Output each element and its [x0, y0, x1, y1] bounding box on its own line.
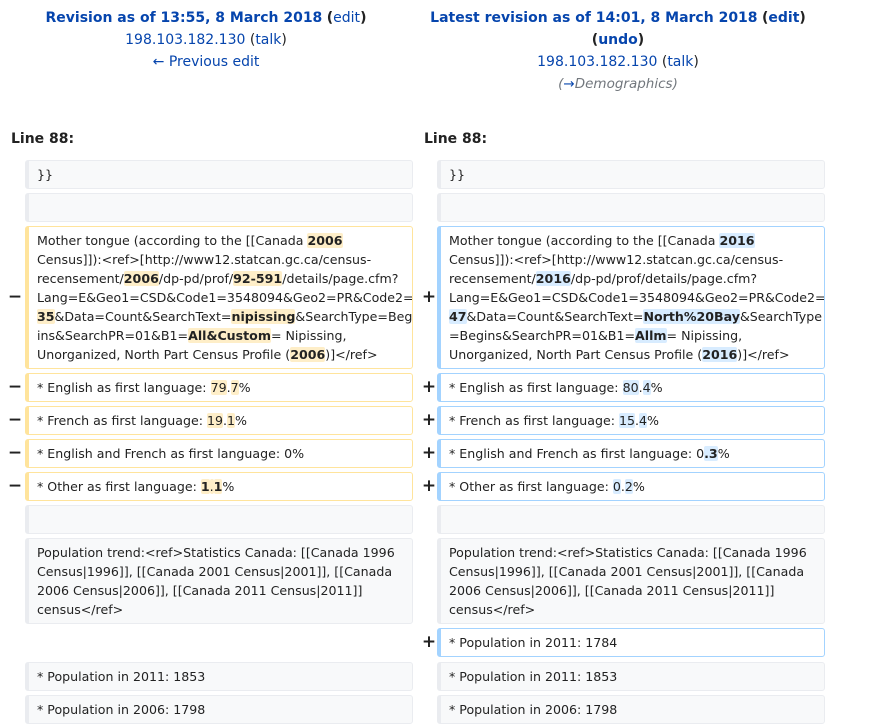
edit-summary-section: Demographics	[574, 76, 673, 92]
added-line-marker: +	[421, 476, 437, 496]
added-line-french: * French as first language: 15.4%	[437, 406, 825, 435]
added-line-english: * English as first language: 80.4%	[437, 373, 825, 402]
added-line-marker: +	[421, 443, 437, 463]
added-line-marker: +	[421, 410, 437, 430]
section-arrow-link[interactable]: →	[563, 76, 575, 92]
deleted-line-english: * English as first language: 79.7%	[25, 373, 413, 402]
context-empty-left	[25, 505, 413, 534]
left-line-label: Line 88:	[11, 131, 75, 147]
context-population-2006-left: * Population in 2006: 1798	[25, 695, 413, 724]
deleted-line-mother-tongue: Mother tongue (according to the [[Canada…	[25, 226, 413, 369]
previous-edit-link[interactable]: ← Previous edit	[152, 54, 260, 70]
added-line-mother-tongue: Mother tongue (according to the [[Canada…	[437, 226, 825, 369]
added-line-marker: +	[421, 632, 437, 652]
deleted-line-other: * Other as first language: 1.1%	[25, 472, 413, 501]
context-empty-right	[437, 193, 825, 222]
deleted-line-marker: −	[7, 377, 23, 397]
left-revision-header: Revision as of 13:55, 8 March 2018 (edit…	[45, 10, 367, 70]
context-population-2011-right: * Population in 2011: 1853	[437, 662, 825, 691]
context-empty-left	[25, 193, 413, 222]
added-line-other: * Other as first language: 0.2%	[437, 472, 825, 501]
added-line-marker: +	[421, 377, 437, 397]
context-population-trend-right: Population trend:<ref>Statistics Canada:…	[437, 538, 825, 624]
left-edit-link[interactable]: edit	[333, 10, 361, 26]
edit-summary: (→Demographics)	[558, 76, 678, 92]
right-talk-link[interactable]: talk	[667, 54, 694, 70]
deleted-line-marker: −	[7, 476, 23, 496]
added-line-population-2011: * Population in 2011: 1784	[437, 628, 825, 657]
added-line-marker: +	[421, 287, 437, 307]
context-population-trend-left: Population trend:<ref>Statistics Canada:…	[25, 538, 413, 624]
deleted-line-french: * French as first language: 19.1%	[25, 406, 413, 435]
deleted-line-marker: −	[7, 443, 23, 463]
right-edit-link[interactable]: edit	[768, 10, 800, 26]
context-population-2006-right: * Population in 2006: 1798	[437, 695, 825, 724]
context-line-left: }}	[25, 160, 413, 189]
context-line-right: }}	[437, 160, 825, 189]
deleted-line-marker: −	[7, 410, 23, 430]
context-empty-right	[437, 505, 825, 534]
deleted-line-english-french: * English and French as first language: …	[25, 439, 413, 468]
context-population-2011-left: * Population in 2011: 1853	[25, 662, 413, 691]
right-revision-title[interactable]: Latest revision as of 14:01, 8 March 201…	[430, 10, 758, 26]
right-line-label: Line 88:	[424, 131, 488, 147]
added-line-english-french: * English and French as first language: …	[437, 439, 825, 468]
left-revision-title[interactable]: Revision as of 13:55, 8 March 2018	[45, 10, 323, 26]
right-user-link[interactable]: 198.103.182.130	[537, 54, 658, 70]
left-user-link[interactable]: 198.103.182.130	[125, 32, 246, 48]
left-talk-link[interactable]: talk	[255, 32, 282, 48]
deleted-line-marker: −	[7, 287, 23, 307]
undo-link[interactable]: undo	[598, 32, 638, 48]
right-revision-header: Latest revision as of 14:01, 8 March 201…	[412, 7, 824, 95]
